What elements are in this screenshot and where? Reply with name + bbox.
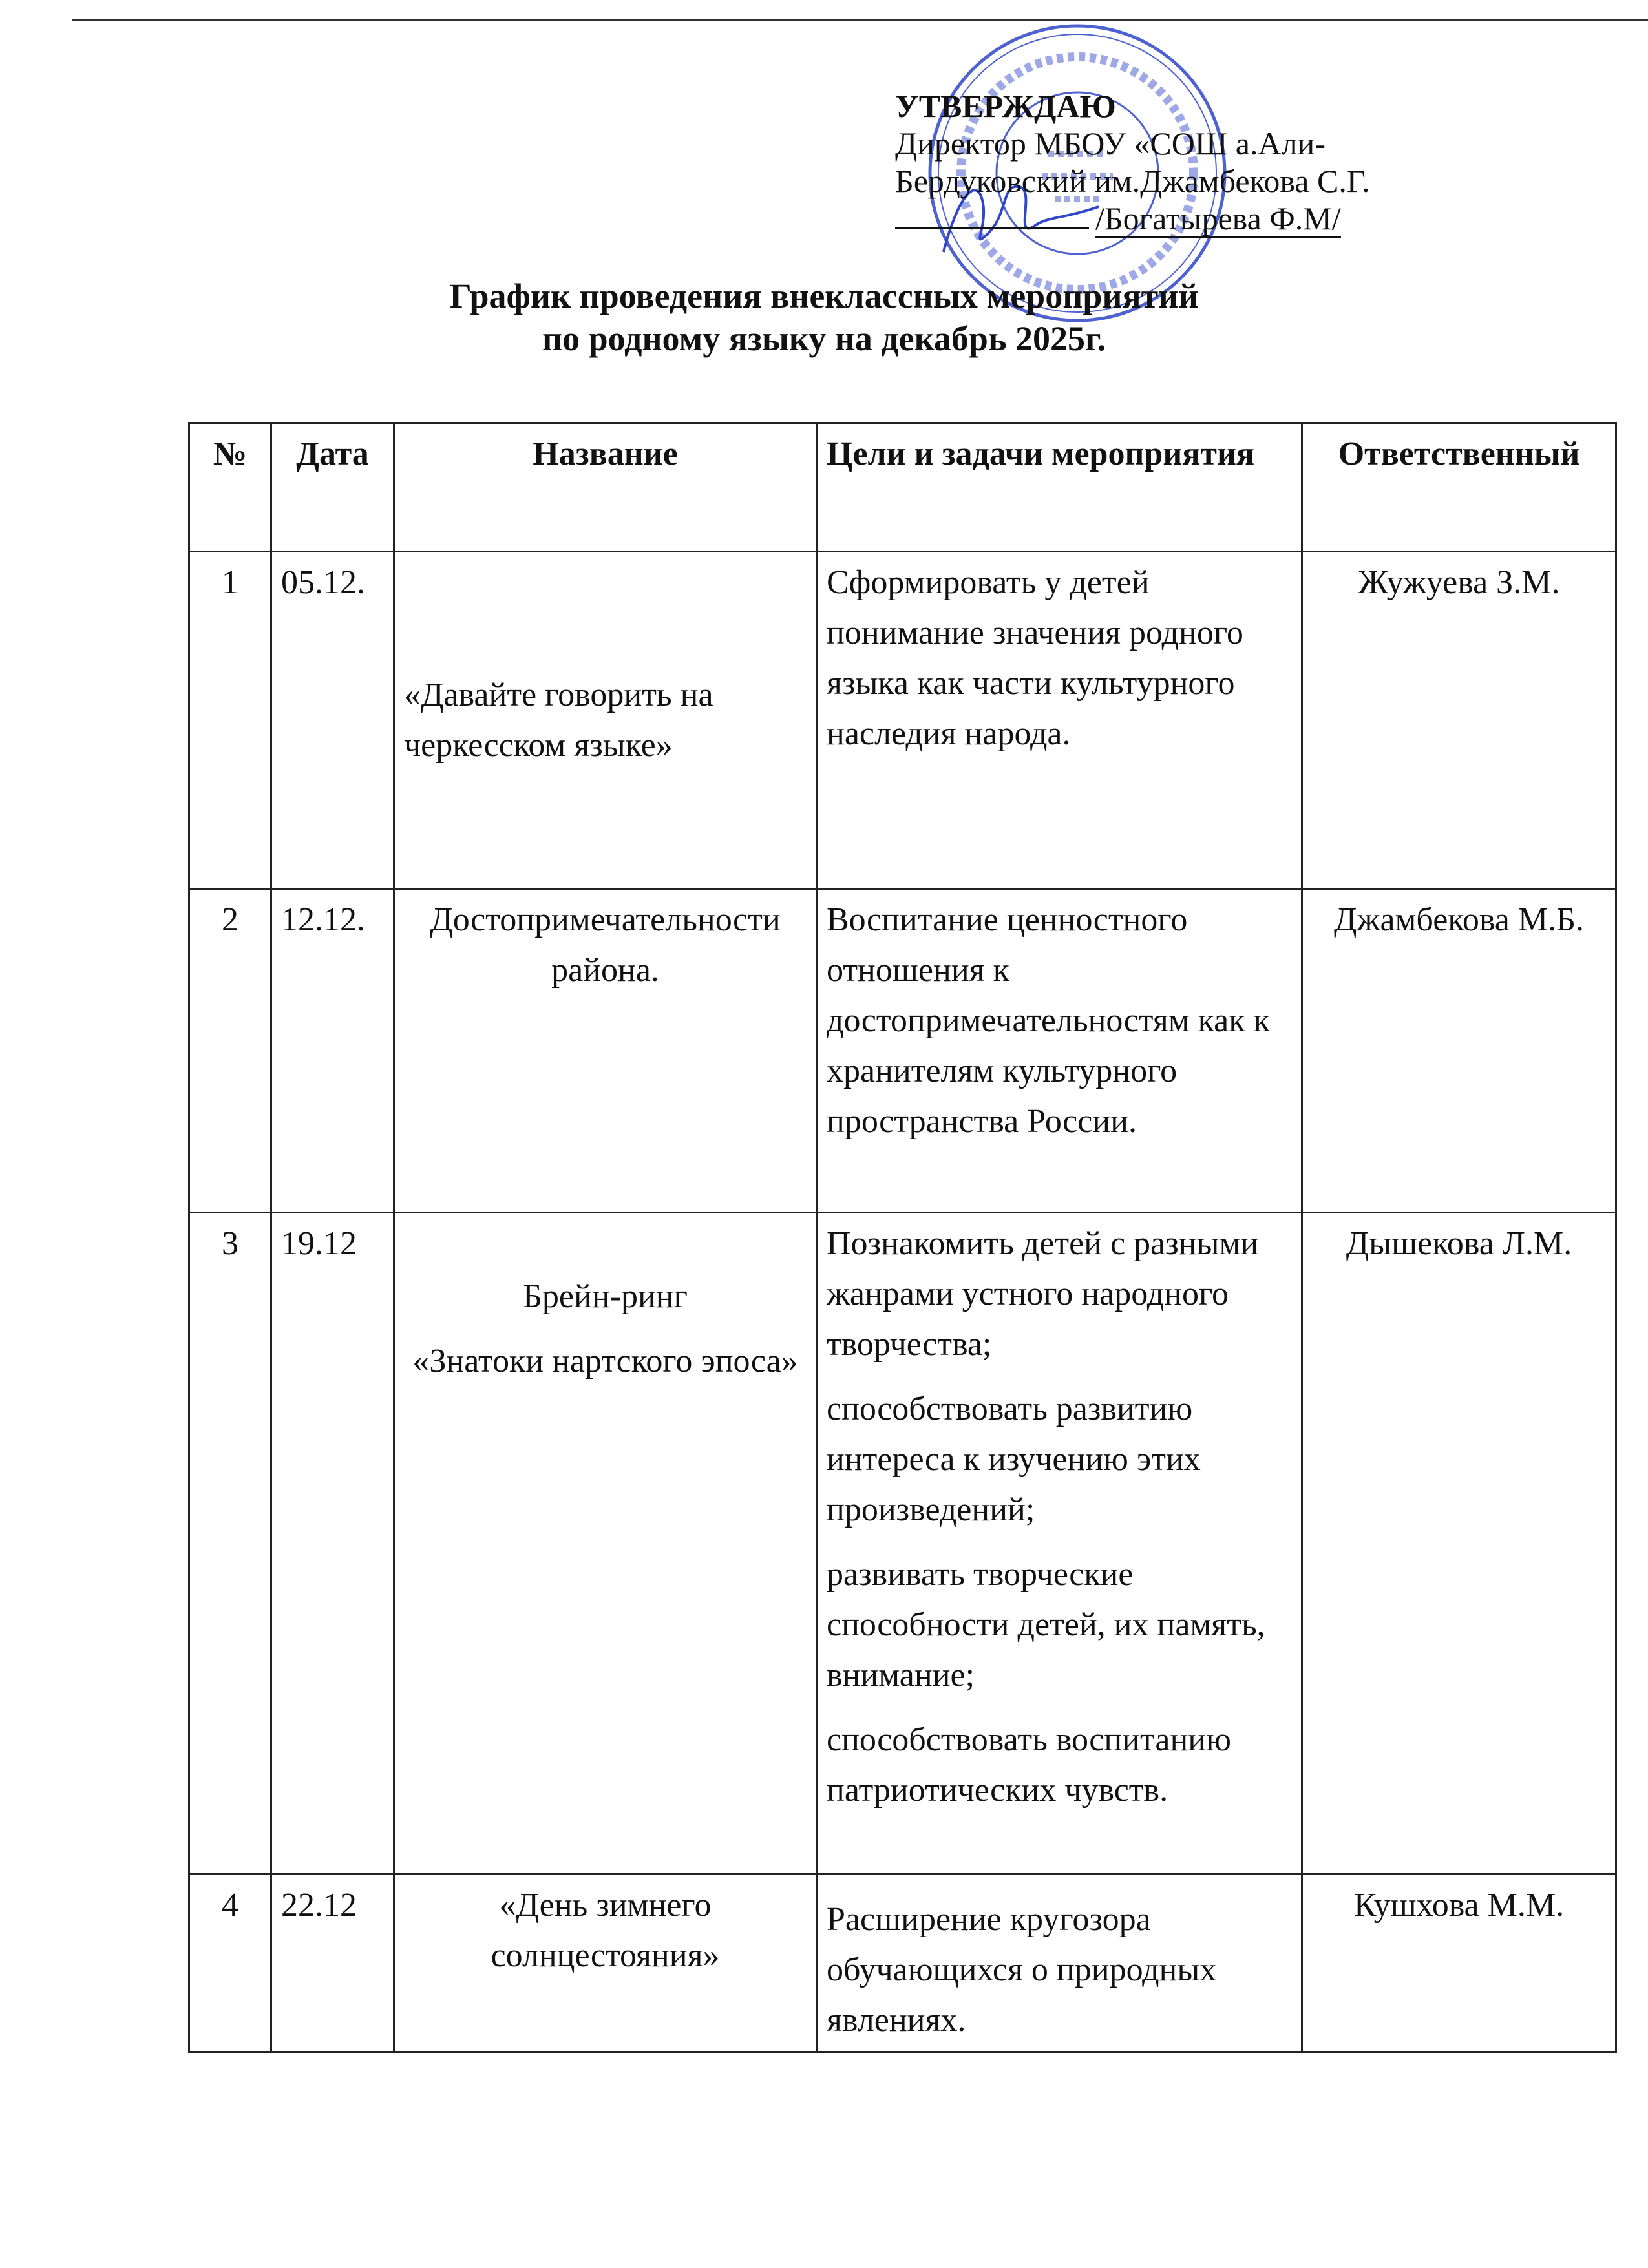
cell-name: Брейн-ринг «Знатоки нартского эпоса» (393, 1212, 818, 1875)
cell-date: 05.12. (270, 551, 395, 890)
header-num: № (188, 422, 272, 552)
cell-goals: Сформировать у детей понимание значения … (816, 551, 1303, 890)
header-name: Название (393, 422, 818, 552)
title-line2: по родному языку на декабрь 2025г. (542, 319, 1106, 358)
approval-line2: Бердуковский им.Джамбекова С.Г. (895, 163, 1370, 199)
cell-goals: Воспитание ценностного отношения к досто… (816, 888, 1303, 1213)
event-type: Брейн-ринг (523, 1278, 688, 1315)
table-row: 2 12.12. Достопримечательности района. В… (188, 888, 1617, 1213)
cell-num: 1 (188, 551, 272, 890)
cell-num: 3 (188, 1212, 272, 1875)
cell-responsible: Жужуева З.М. (1301, 551, 1617, 890)
official-stamp (928, 24, 1227, 322)
header-date: Дата (270, 422, 395, 552)
cell-date: 19.12 (270, 1212, 395, 1875)
signature-name: /Богатырева Ф.М/ (1095, 200, 1341, 238)
event-title: «Знатоки нартского эпоса» (412, 1343, 798, 1380)
signature-line (895, 227, 1089, 229)
table-header-row: № Дата Название Цели и задачи мероприяти… (188, 422, 1617, 552)
title-line1: График проведения внеклассных мероприяти… (449, 277, 1199, 315)
goal-item: Познакомить детей с разными жанрами устн… (827, 1225, 1259, 1363)
cell-name: «Давайте говорить на черкесском языке» (393, 551, 818, 890)
cell-date: 22.12 (270, 1873, 395, 2053)
cell-responsible: Джамбекова М.Б. (1301, 888, 1617, 1213)
cell-name: Достопримечательности района. (393, 888, 818, 1213)
page-title: График проведения внеклассных мероприяти… (0, 275, 1648, 360)
table-row: 4 22.12 «День зимнего солнцестояния» Рас… (188, 1873, 1617, 2053)
approval-block: УТВЕРЖДАЮ Директор МБОУ «СОШ а.Али- Берд… (895, 87, 1370, 238)
cell-date: 12.12. (270, 888, 395, 1213)
goal-item: развивать творческие способности детей, … (827, 1556, 1265, 1694)
table-row: 3 19.12 Брейн-ринг «Знатоки нартского эп… (188, 1212, 1617, 1875)
cell-name: «День зимнего солнцестояния» (393, 1873, 818, 2053)
top-rule (72, 19, 1648, 21)
events-table: № Дата Название Цели и задачи мероприяти… (188, 422, 1617, 2053)
cell-num: 4 (188, 1873, 272, 2053)
handwritten-signature (942, 185, 1099, 253)
approval-line1: Директор МБОУ «СОШ а.Али- (895, 125, 1326, 162)
goal-item: способствовать воспитанию патриотических… (827, 1721, 1231, 1809)
cell-goals: Познакомить детей с разными жанрами устн… (816, 1212, 1303, 1875)
header-goals: Цели и задачи мероприятия (816, 422, 1303, 552)
cell-goals: Расширение кругозора обучающихся о приро… (816, 1873, 1303, 2053)
cell-responsible: Дышекова Л.М. (1301, 1212, 1617, 1875)
table-row: 1 05.12. «Давайте говорить на черкесском… (188, 551, 1617, 890)
header-responsible: Ответственный (1301, 422, 1617, 552)
goal-item: способствовать развитию интереса к изуче… (827, 1391, 1201, 1528)
cell-responsible: Кушхова М.М. (1301, 1873, 1617, 2053)
approval-heading: УТВЕРЖДАЮ (895, 88, 1116, 124)
cell-num: 2 (188, 888, 272, 1213)
